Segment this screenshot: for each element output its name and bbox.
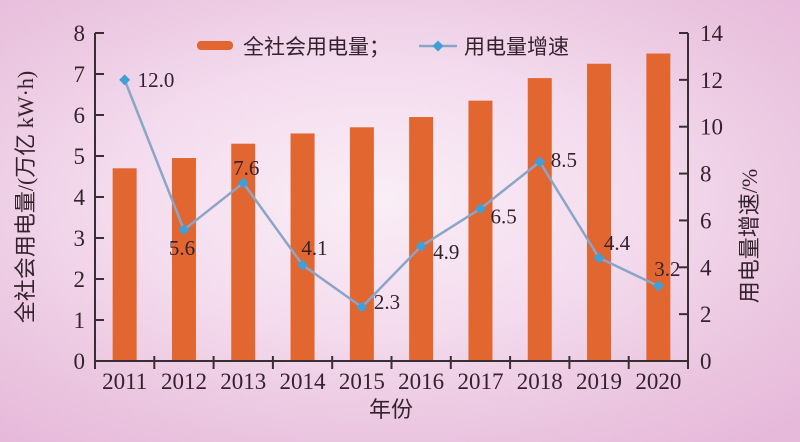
- left-tick-label: 7: [74, 62, 86, 87]
- bar-2020: [646, 53, 671, 361]
- marker-2016: [415, 240, 427, 252]
- point-label-2013: 7.6: [233, 156, 259, 180]
- bar-2016: [409, 117, 434, 361]
- x-axis-title: 年份: [369, 397, 413, 422]
- marker-2019: [593, 252, 605, 264]
- left-tick-label: 5: [74, 144, 86, 169]
- point-label-2012: 5.6: [169, 236, 195, 260]
- x-tick-label-2020: 2020: [635, 369, 681, 394]
- point-label-2018: 8.5: [551, 148, 577, 172]
- legend-bar-label: 全社会用电量；: [243, 35, 390, 59]
- bar-series: [112, 53, 671, 362]
- legend: 全社会用电量； 用电量增速: [197, 35, 569, 59]
- right-tick-label: 0: [700, 349, 712, 374]
- left-tick-label: 1: [74, 308, 86, 333]
- right-tick-label: 2: [700, 302, 712, 327]
- left-axis-title: 全社会用电量/(万亿 kW·h): [13, 71, 38, 323]
- marker-2013: [237, 177, 249, 189]
- axes: [94, 32, 689, 369]
- legend-diamond-icon: [432, 40, 444, 52]
- bar-2014: [290, 133, 315, 361]
- marker-2011: [119, 74, 131, 86]
- legend-bar-swatch-icon: [197, 41, 233, 50]
- x-tick-label-2012: 2012: [161, 369, 207, 394]
- x-tick-label-2017: 2017: [457, 369, 503, 394]
- marker-2018: [534, 156, 546, 168]
- left-tick-label: 3: [74, 226, 86, 251]
- marker-2015: [356, 301, 368, 313]
- point-label-2011: 12.0: [138, 68, 175, 92]
- left-tick-label: 6: [74, 103, 86, 128]
- left-tick-label: 0: [74, 349, 86, 374]
- line-series: [123, 79, 659, 309]
- marker-2020: [652, 280, 664, 292]
- bar-2012: [171, 158, 196, 361]
- growth-line: [123, 79, 659, 309]
- right-tick-label: 14: [700, 21, 724, 46]
- point-label-2016: 4.9: [433, 240, 459, 264]
- right-axis-title: 用电量增速/%: [737, 169, 762, 303]
- line-markers: [119, 74, 664, 313]
- bar-2015: [349, 127, 374, 361]
- point-label-2014: 4.1: [301, 236, 327, 260]
- x-tick-label-2016: 2016: [398, 369, 444, 394]
- point-label-2020: 3.2: [654, 257, 680, 281]
- x-tick-label-2011: 2011: [102, 369, 147, 394]
- point-labels: 12.0 5.6 7.6 4.1 2.3 4.9 6.5 8.5 4.4 3.2: [138, 68, 681, 314]
- legend-line-label: 用电量增速: [464, 35, 569, 59]
- right-tick-label: 10: [700, 115, 723, 140]
- marker-2014: [297, 259, 309, 271]
- right-tick-label: 8: [700, 162, 712, 187]
- x-tick-label-2013: 2013: [220, 369, 266, 394]
- marker-2012: [178, 224, 190, 236]
- bar-2017: [468, 100, 493, 362]
- x-tick-label-2014: 2014: [280, 369, 327, 394]
- right-tick-label: 4: [700, 255, 712, 280]
- point-label-2019: 4.4: [604, 231, 631, 255]
- point-label-2015: 2.3: [374, 290, 400, 314]
- bar-2019: [587, 63, 612, 361]
- left-tick-label: 2: [74, 267, 86, 292]
- bar-2018: [527, 78, 552, 361]
- x-tick-label-2018: 2018: [517, 369, 563, 394]
- x-tick-label-2015: 2015: [339, 369, 385, 394]
- left-tick-label: 8: [74, 21, 86, 46]
- point-label-2017: 6.5: [490, 205, 516, 229]
- right-tick-label: 6: [700, 208, 712, 233]
- marker-2017: [474, 203, 486, 215]
- x-tick-label-2019: 2019: [576, 369, 622, 394]
- bar-2011: [112, 168, 137, 361]
- left-tick-label: 4: [74, 185, 86, 210]
- right-tick-label: 12: [700, 68, 723, 93]
